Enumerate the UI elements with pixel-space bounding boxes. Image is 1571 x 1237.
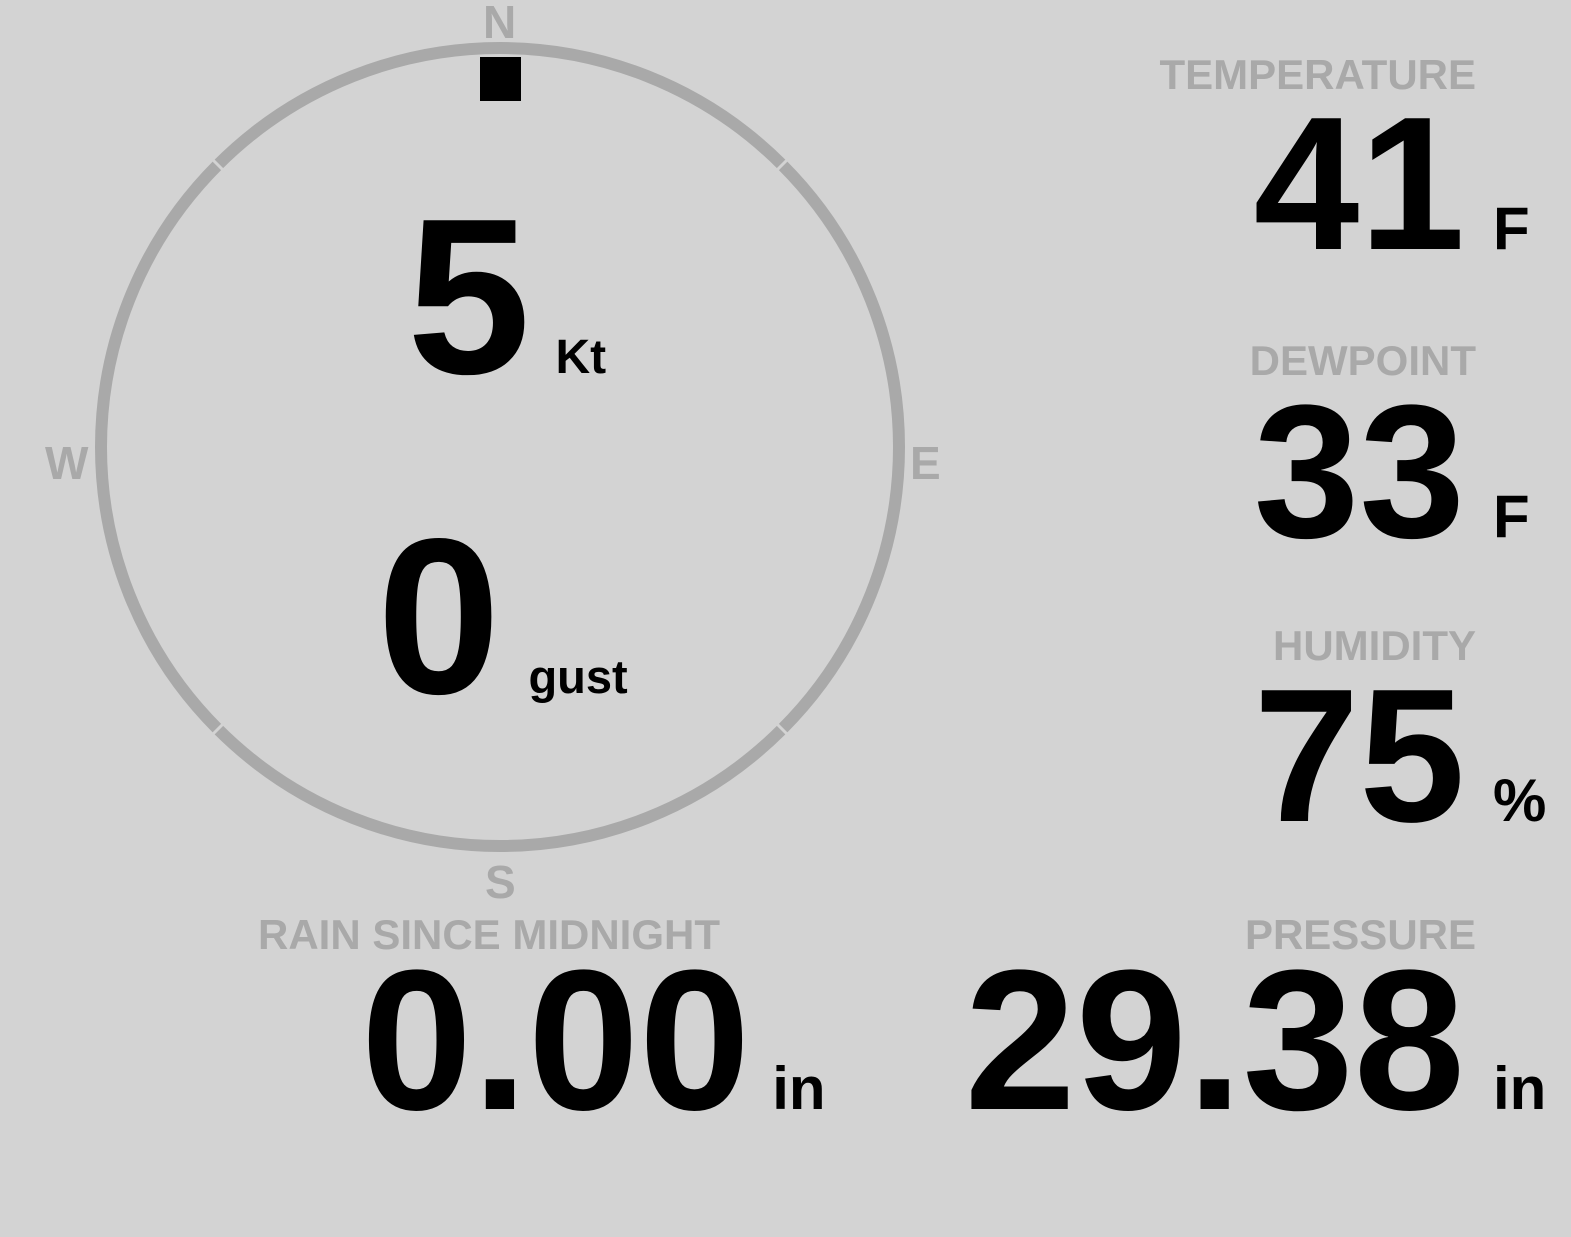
dewpoint-label: DEWPOINT xyxy=(1249,337,1476,384)
temperature-label: TEMPERATURE xyxy=(1159,51,1476,98)
temperature-unit: F xyxy=(1493,195,1530,262)
wind-gust-value: 0 xyxy=(377,493,501,741)
rain-unit: in xyxy=(772,1055,826,1122)
wind-gust-unit: gust xyxy=(528,650,628,703)
dewpoint-unit: F xyxy=(1493,483,1530,550)
pressure-label: PRESSURE xyxy=(1244,911,1476,958)
compass-cardinal-east: E xyxy=(910,437,941,489)
compass-cardinal-west: W xyxy=(45,437,89,489)
dewpoint-value: 33 xyxy=(1253,366,1465,578)
compass-cardinal-north: N xyxy=(483,0,517,48)
humidity-label: HUMIDITY xyxy=(1273,622,1476,669)
pressure-value: 29.38 xyxy=(964,929,1466,1152)
rain-label: RAIN SINCE MIDNIGHT xyxy=(258,911,720,958)
humidity-value: 75 xyxy=(1253,650,1465,862)
wind-speed-unit: Kt xyxy=(555,331,607,384)
rain-readout: 0.00 in xyxy=(361,941,842,1141)
wind-speed-readout: 5 Kt xyxy=(407,186,606,408)
rain-value: 0.00 xyxy=(361,929,751,1152)
pressure-unit: in xyxy=(1493,1055,1547,1122)
wind-gust-readout: 0 gust xyxy=(377,506,628,728)
humidity-unit: % xyxy=(1493,767,1547,834)
dewpoint-readout: 33 F xyxy=(1254,377,1563,567)
temperature-readout: 41 F xyxy=(1254,89,1563,279)
pressure-readout: 29.38 in xyxy=(965,941,1564,1141)
wind-direction-marker xyxy=(480,57,521,101)
compass-cardinal-south: S xyxy=(485,856,516,908)
wind-speed-value: 5 xyxy=(407,173,531,421)
humidity-readout: 75 % xyxy=(1254,661,1563,851)
temperature-value: 41 xyxy=(1253,78,1465,290)
